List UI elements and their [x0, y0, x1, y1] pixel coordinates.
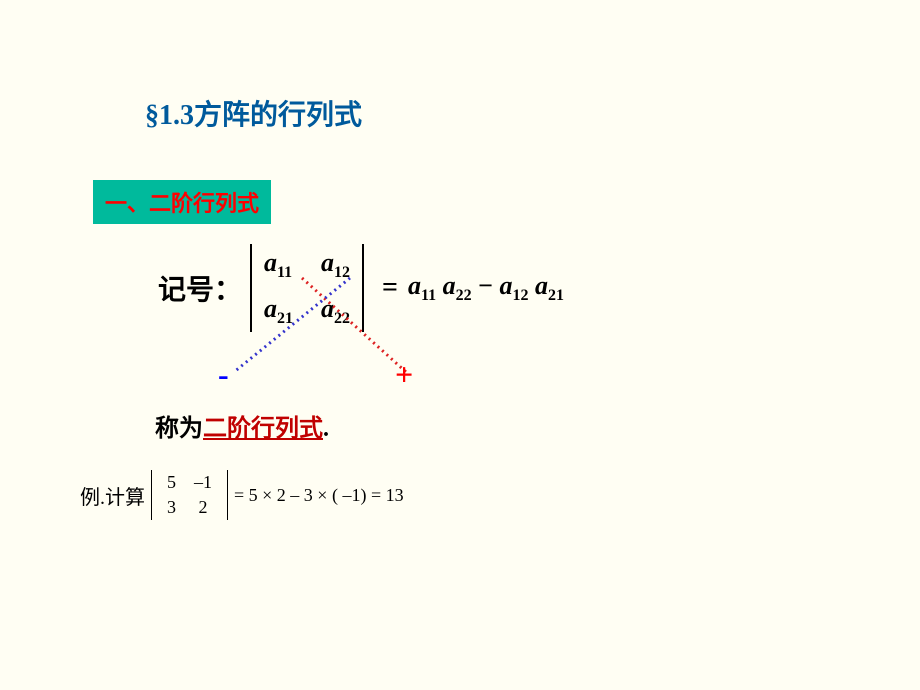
plus-indicator: +	[395, 356, 413, 393]
diagonal-lines	[0, 0, 920, 690]
example-matrix: 5 –1 3 2	[151, 468, 228, 522]
notation-definition: 记号： a11 a12 a21 a22 = a11 a22 − a12 a21	[158, 240, 564, 336]
example-calculation: = 5 × 2 – 3 × ( –1) = 13	[234, 485, 404, 506]
small-bar-left	[151, 470, 152, 520]
equals-sign: =	[382, 272, 398, 304]
expansion-formula: a11 a22 − a12 a21	[408, 271, 564, 305]
matrix-2x2: a11 a12 a21 a22	[250, 240, 364, 336]
small-bar-right	[227, 470, 228, 520]
ex-m12: –1	[194, 472, 212, 493]
section-header: 一、二阶行列式	[93, 180, 271, 224]
example-label: 例.计算	[80, 481, 145, 510]
matrix-bar-right	[362, 244, 364, 332]
page-title: §1.3方阵的行列式	[145, 93, 362, 133]
matrix-a11: a11	[264, 248, 293, 282]
desc-prefix: 称为	[155, 416, 203, 442]
ex-m22: 2	[194, 497, 212, 518]
desc-highlight: 二阶行列式	[203, 416, 323, 442]
matrix-a12: a12	[321, 248, 350, 282]
matrix-bar-left	[250, 244, 252, 332]
ex-m11: 5	[167, 472, 176, 493]
matrix-a21: a21	[264, 294, 293, 328]
example-row: 例.计算 5 –1 3 2 = 5 × 2 – 3 × ( –1) = 13	[80, 468, 404, 522]
notation-label: 记号：	[158, 268, 242, 308]
matrix-a22: a22	[321, 294, 350, 328]
minus-indicator: -	[218, 356, 229, 393]
ex-m21: 3	[167, 497, 176, 518]
desc-suffix: .	[323, 416, 329, 442]
description: 称为二阶行列式.	[155, 408, 329, 443]
